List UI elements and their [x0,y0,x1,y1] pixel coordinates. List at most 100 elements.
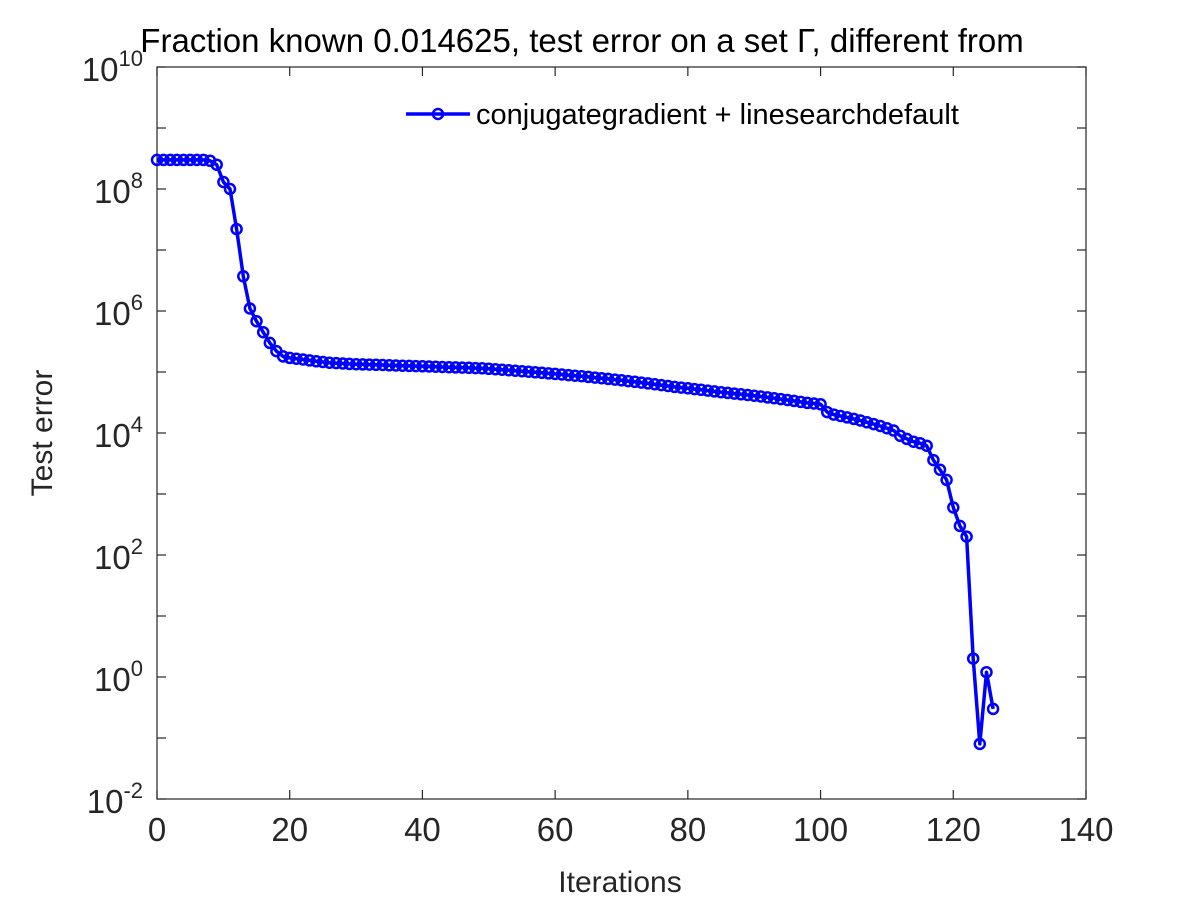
x-tick-label: 40 [404,811,441,848]
data-point-marker [177,153,190,167]
data-point-marker [767,391,781,405]
data-point-marker [754,390,768,403]
data-point-marker [376,358,389,372]
y-tick-label: 104 [94,412,143,454]
data-point-marker [555,368,569,381]
data-point-marker [641,377,655,390]
data-point-marker [575,370,588,383]
data-point-marker [681,382,695,395]
data-point-marker [655,378,668,392]
data-point-marker [714,385,728,399]
data-point-marker [303,354,316,367]
x-axis-label: Iterations [558,866,681,899]
y-tick-base: 10 [94,417,131,454]
x-tick-label: 100 [793,811,848,848]
data-point-marker [907,435,920,448]
y-tick-base: 10 [94,539,131,576]
data-point-marker [502,363,515,377]
data-point-marker [237,270,250,283]
y-tick-base: 10 [94,295,131,332]
data-point-marker [947,501,960,514]
data-point-marker [953,519,967,533]
data-point-marker [595,371,608,385]
data-point-marker [462,361,476,375]
data-point-marker [867,417,880,431]
data-point-marker [747,389,761,402]
data-point-marker [256,325,270,339]
x-tick-label: 80 [669,811,706,848]
legend: conjugategradient + linesearchdefault [406,99,959,131]
data-point-marker [469,361,482,375]
y-tick-exponent: 8 [131,168,143,193]
x-tick-label: 140 [1058,811,1113,848]
data-point-marker [694,383,708,397]
data-point-marker [436,360,449,374]
data-point-marker [920,439,933,452]
y-tick-label: 100 [94,656,143,698]
y-axis-label: Test error [26,370,59,497]
y-tick-exponent: 10 [119,46,143,71]
x-tick-label: 0 [148,811,166,848]
data-point-marker [183,153,197,167]
y-tick-base: 10 [94,661,131,698]
data-point-marker [913,436,927,450]
data-point-marker [635,376,648,389]
data-point-marker [276,350,290,363]
data-point-marker [980,665,993,679]
y-tick-label: 102 [94,534,143,576]
data-point-marker [369,358,383,372]
data-point-marker [688,382,701,396]
data-point-marker [210,158,223,171]
data-point-marker [449,361,462,374]
data-point-marker [648,377,661,391]
data-point-marker [874,419,887,433]
data-point-marker [661,379,675,393]
data-point-marker [416,360,429,373]
data-point-marker [343,357,356,371]
data-point-marker [482,362,496,376]
y-tick-label: 106 [94,290,143,332]
data-point-marker [728,387,741,400]
legend-label: conjugategradient + linesearchdefault [476,99,959,131]
y-tick-label: 10-2 [87,778,143,820]
data-point-marker [542,367,555,380]
data-point-marker [854,414,867,427]
data-point-marker [708,385,721,398]
x-axis-ticks: 0 20 40 60 80 100 120 140 [148,67,1114,848]
data-point-marker [588,371,602,384]
data-point-marker [243,302,257,315]
data-point-marker [409,359,423,373]
data-point-marker [170,153,184,167]
x-tick-label: 20 [271,811,308,848]
data-point-marker [336,357,350,370]
data-point-marker [834,409,847,423]
data-point-marker [316,355,330,369]
data-point-marker [960,530,973,543]
data-point-marker [761,391,774,404]
data-point-marker [263,336,277,350]
data-point-marker [356,358,369,371]
data-point-marker [190,153,204,167]
data-point-marker [562,368,575,382]
data-point-marker [781,393,794,407]
y-tick-exponent: 2 [131,534,143,559]
series-line [157,158,995,746]
data-point-marker [310,355,323,368]
data-series [150,153,1000,751]
data-point-marker [900,432,914,446]
data-point-marker [787,394,801,408]
data-point-marker [933,463,947,476]
data-point-marker [323,356,336,369]
data-point-marker [535,366,549,380]
data-point-marker [157,153,170,167]
data-point-marker [621,374,635,388]
data-point-marker [601,372,615,386]
data-point-marker [966,652,980,665]
data-point-marker [668,380,681,394]
data-point-marker [223,182,237,196]
data-point-marker [217,175,230,189]
data-point-marker [701,384,715,397]
data-point-marker [396,359,409,372]
data-point-marker [363,358,376,371]
